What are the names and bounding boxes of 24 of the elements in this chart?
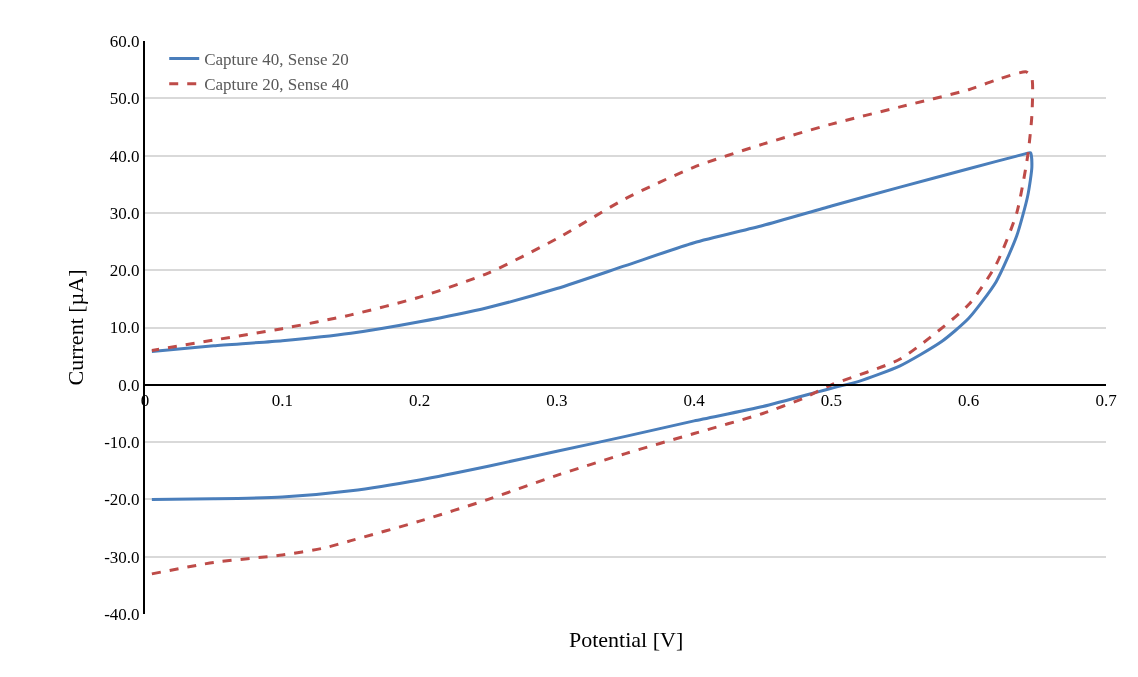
y-tick-label: 0.0 — [118, 375, 140, 395]
y-tick-label: -40.0 — [104, 604, 140, 624]
y-tick-label: 30.0 — [109, 203, 140, 223]
x-tick-label: 0.7 — [1095, 391, 1118, 411]
legend-label: Capture 20, Sense 40 — [204, 75, 349, 95]
y-tick-label: 40.0 — [109, 146, 140, 166]
line-series — [150, 151, 1034, 501]
legend-label: Capture 40, Sense 20 — [204, 50, 349, 70]
y-tick-label: 10.0 — [109, 318, 140, 338]
x-tick-label: 0.6 — [958, 391, 980, 411]
x-tick-label: 0.5 — [820, 391, 843, 411]
y-tick-label: 50.0 — [109, 89, 140, 109]
y-tick-label: -10.0 — [104, 433, 140, 453]
x-tick-label: 0.2 — [408, 391, 431, 411]
line-series — [150, 70, 1035, 576]
x-axis-title: Potential [V] — [569, 627, 684, 652]
y-axis-title: Current [µA] — [63, 269, 89, 386]
x-tick-label: 0.3 — [546, 391, 568, 411]
x-tick-label: 0.4 — [683, 391, 706, 411]
y-tick-label: 60.0 — [109, 31, 140, 51]
y-tick-label: -20.0 — [104, 490, 140, 510]
y-tick-label: -30.0 — [104, 547, 140, 567]
y-tick-label: 20.0 — [109, 261, 140, 281]
x-tick-label: 0.1 — [271, 391, 293, 411]
